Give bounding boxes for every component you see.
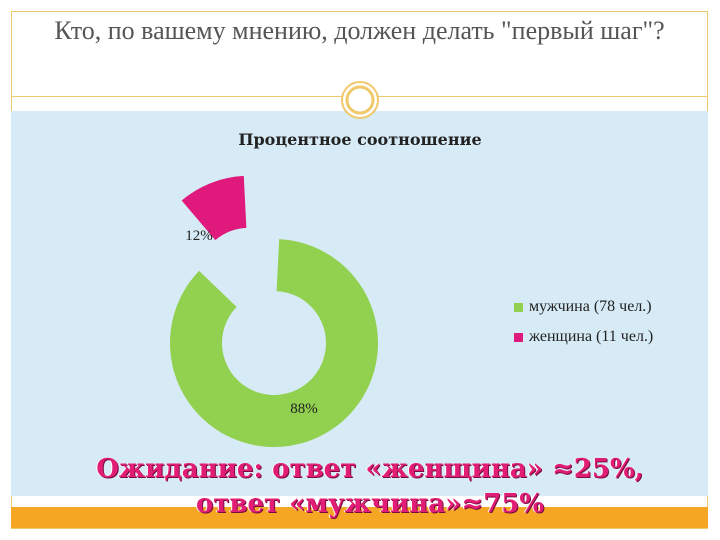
chart-title: Процентное соотношение <box>238 130 482 149</box>
chart-legend: мужчина (78 чел.) женщина (11 чел.) <box>514 292 653 352</box>
caption-line-1: Ожидание: ответ «женщина» ≈25%, <box>96 454 644 484</box>
legend-label-male: мужчина (78 чел.) <box>529 298 652 315</box>
expectation-caption: Ожидание: ответ «женщина» ≈25%, ответ «м… <box>40 452 700 522</box>
data-label-female: 12% <box>185 228 213 244</box>
caption-line-2: ответ «мужчина»≈75% <box>195 489 545 519</box>
legend-swatch-female <box>514 332 523 342</box>
slice-female <box>181 175 247 241</box>
legend-swatch-male <box>514 302 523 312</box>
slide-title: Кто, по вашему мнению, должен делать "пе… <box>54 16 665 45</box>
bottom-accent-bar <box>11 507 708 528</box>
data-label-male: 88% <box>290 401 318 417</box>
legend-label-female: женщина (11 чел.) <box>529 328 654 345</box>
legend-item-female: женщина (11 чел.) <box>514 322 653 352</box>
legend-item-male: мужчина (78 чел.) <box>514 292 653 322</box>
slice-male <box>169 239 379 448</box>
circle-ornament-icon <box>341 81 379 119</box>
